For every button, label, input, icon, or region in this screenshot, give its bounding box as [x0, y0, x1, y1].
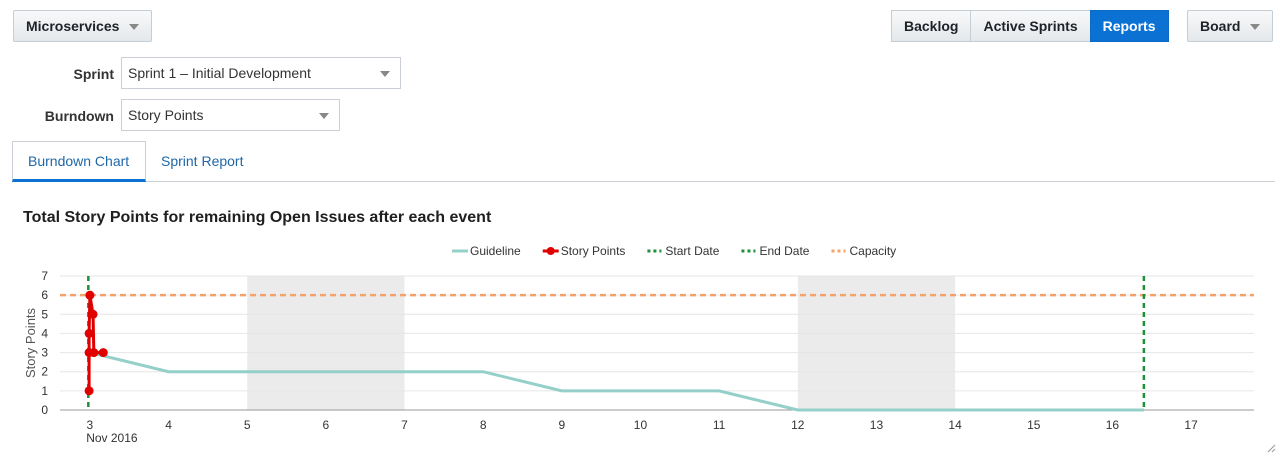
weekend-band [797, 276, 956, 410]
board-dropdown[interactable]: Board [1187, 10, 1274, 42]
nav-active-sprints-button[interactable]: Active Sprints [970, 10, 1091, 42]
x-tick-label: 6 [323, 418, 330, 432]
chart-title: Total Story Points for remaining Open Is… [23, 209, 492, 226]
burndown-select[interactable]: Story Points [121, 99, 340, 131]
sprint-select[interactable]: Sprint 1 – Initial Development [121, 57, 401, 89]
story-points-point [84, 386, 94, 396]
y-tick-label: 4 [41, 326, 48, 340]
project-dropdown-label: Microservices [26, 18, 120, 34]
x-tick-label: 7 [401, 418, 408, 432]
legend-label: End Date [759, 244, 809, 258]
x-tick-label: 10 [634, 418, 648, 432]
sprint-select-value: Sprint 1 – Initial Development [128, 65, 311, 81]
y-axis-label: Story Points [23, 307, 38, 378]
report-tabs: Burndown Chart Sprint Report [12, 141, 1275, 182]
x-tick-label: 8 [480, 418, 487, 432]
x-tick-label: 5 [244, 418, 251, 432]
story-points-series [87, 294, 104, 391]
story-points-point [84, 348, 94, 358]
resize-handle-icon[interactable] [1266, 443, 1276, 453]
legend-label: Guideline [470, 244, 521, 258]
y-tick-label: 6 [41, 288, 48, 302]
chevron-down-icon [319, 113, 329, 119]
guideline-series [89, 351, 1144, 412]
nav-reports-button[interactable]: Reports [1089, 10, 1169, 42]
view-switcher: Backlog Active Sprints Reports [891, 10, 1169, 42]
burndown-select-value: Story Points [128, 107, 204, 123]
story-points-point [85, 290, 95, 300]
legend-label: Story Points [561, 244, 626, 258]
y-tick-label: 1 [41, 384, 48, 398]
chevron-down-icon [380, 71, 390, 77]
x-tick-label: 9 [558, 418, 565, 432]
y-tick-label: 7 [41, 269, 48, 283]
x-tick-label: 16 [1106, 418, 1120, 432]
project-dropdown[interactable]: Microservices [13, 10, 153, 42]
chevron-down-icon [1250, 24, 1261, 30]
legend-label: Capacity [849, 244, 896, 258]
x-tick-sublabel: Nov 2016 [86, 431, 138, 445]
board-dropdown-label: Board [1200, 18, 1241, 34]
story-points-point [88, 309, 98, 319]
x-tick-label: 11 [713, 418, 726, 432]
x-tick-label: 13 [870, 418, 884, 432]
y-tick-label: 3 [41, 346, 48, 360]
story-points-point [98, 348, 108, 358]
x-tick-label: 17 [1184, 418, 1198, 432]
weekend-band [247, 276, 405, 410]
legend-label: Start Date [665, 244, 719, 258]
y-tick-label: 0 [41, 403, 48, 417]
x-tick-label: 12 [791, 418, 805, 432]
legend-marker-story-points [546, 247, 555, 255]
burndown-label: Burndown [44, 108, 114, 124]
x-tick-label: 14 [948, 418, 962, 432]
chevron-down-icon [129, 24, 140, 30]
y-tick-label: 5 [41, 307, 48, 321]
sprint-label: Sprint [73, 66, 114, 82]
y-tick-label: 2 [41, 365, 48, 379]
story-points-point [89, 348, 99, 358]
story-points-point [84, 328, 94, 338]
x-tick-label: 3 [87, 418, 94, 432]
x-tick-label: 15 [1027, 418, 1041, 432]
nav-backlog-button[interactable]: Backlog [891, 10, 972, 42]
tab-sprint-report[interactable]: Sprint Report [161, 153, 244, 169]
tab-burndown-chart[interactable]: Burndown Chart [12, 141, 146, 182]
x-tick-label: 4 [165, 418, 172, 432]
